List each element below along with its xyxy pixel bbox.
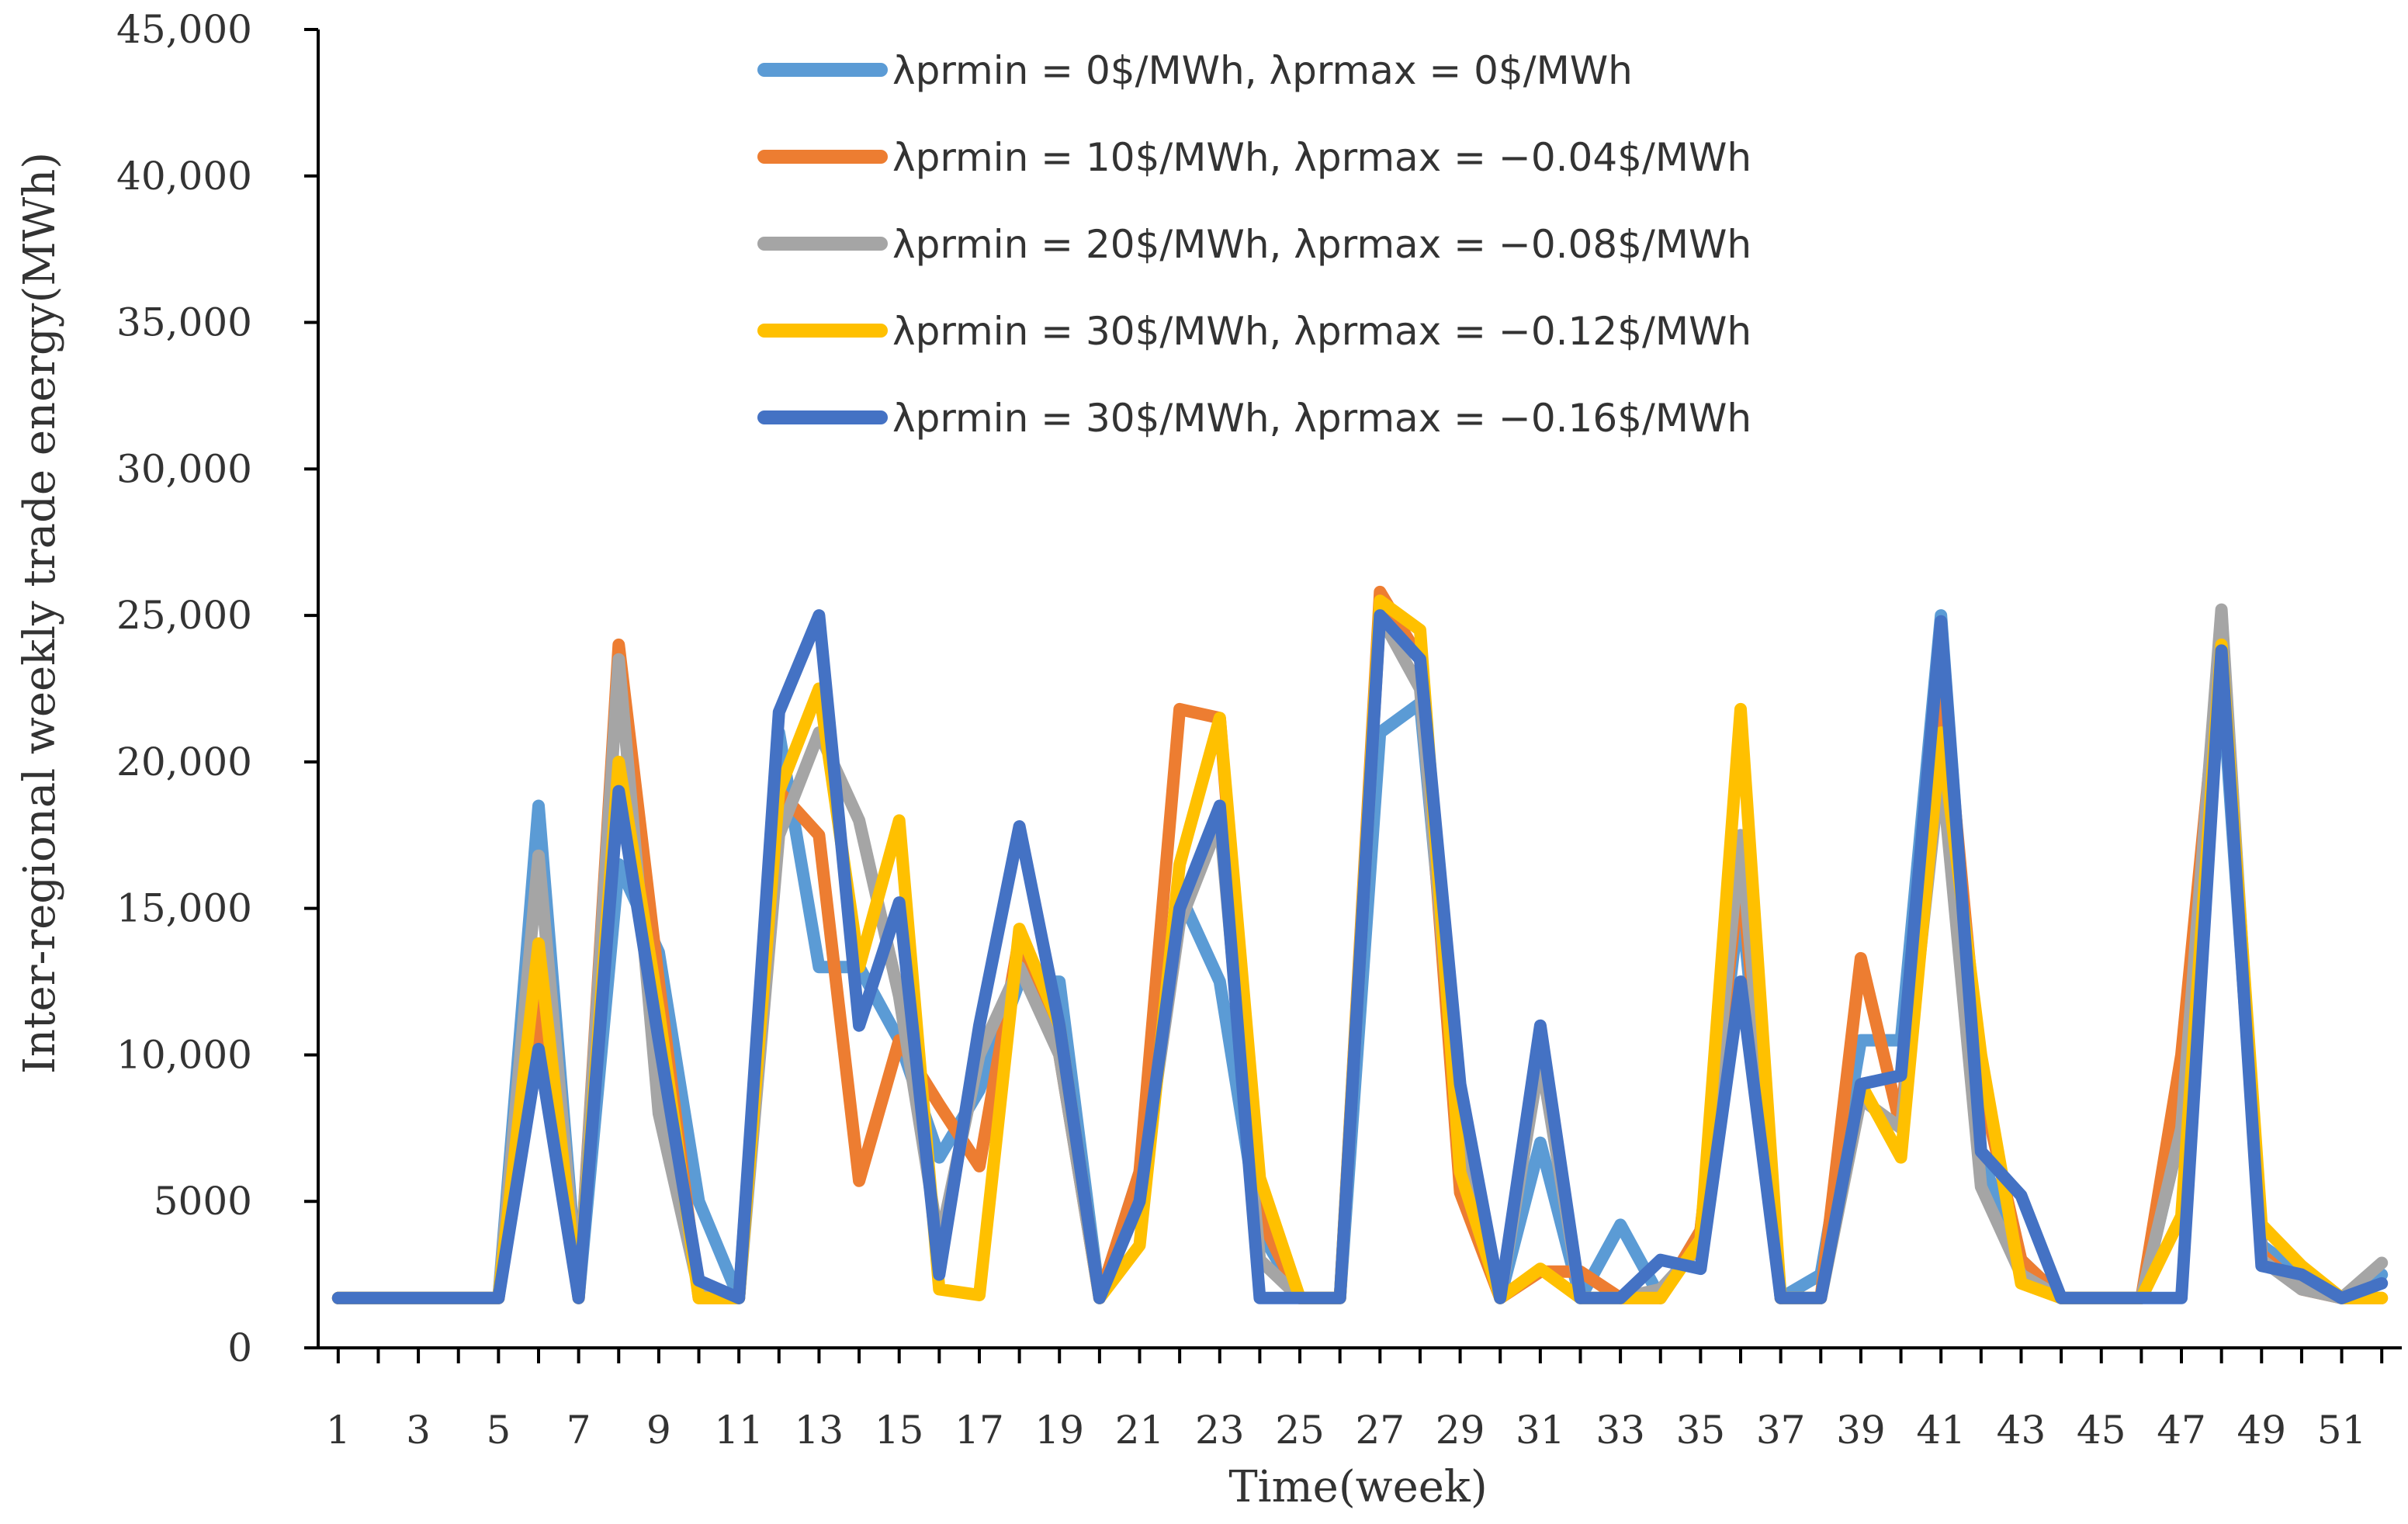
x-tick-label: 13 [795, 1408, 844, 1453]
y-axis-title: Inter-regional weekly trade energy(MWh) [15, 152, 65, 1074]
x-tick-label: 39 [1836, 1408, 1886, 1453]
x-tick-label: 23 [1195, 1408, 1245, 1453]
x-tick-label: 33 [1596, 1408, 1645, 1453]
legend: λprmin = 0$/MWh, λprmax = 0$/MWh λprmin =… [757, 48, 1751, 441]
x-tick-label: 5 [486, 1408, 511, 1453]
x-tick-label: 11 [714, 1408, 764, 1453]
x-tick-label: 51 [2317, 1408, 2367, 1453]
x-tick-label: 31 [1516, 1408, 1565, 1453]
x-tick-label: 41 [1916, 1408, 1966, 1453]
legend-label-2: λprmin = 10$/MWh, λprmax = −0.04$/MWh [892, 135, 1751, 180]
x-tick-label: 25 [1275, 1408, 1325, 1453]
legend-label-3: λprmin = 20$/MWh, λprmax = −0.08$/MWh [892, 222, 1751, 267]
x-axis-title: Time(week) [1228, 1462, 1487, 1512]
series-line-5 [331, 609, 2389, 1304]
y-tick-label: 20,000 [116, 739, 252, 785]
x-tick-label: 35 [1676, 1408, 1726, 1453]
x-tick-label: 47 [2157, 1408, 2206, 1453]
legend-label-1: λprmin = 0$/MWh, λprmax = 0$/MWh [892, 48, 1633, 93]
x-tick-label: 7 [566, 1408, 591, 1453]
x-tick-label: 3 [406, 1408, 431, 1453]
x-tick-label: 15 [875, 1408, 924, 1453]
x-tick-label: 49 [2236, 1408, 2286, 1453]
x-tick-label: 17 [955, 1408, 1004, 1453]
x-tick-label: 43 [1997, 1408, 2046, 1453]
legend-label-4: λprmin = 30$/MWh, λprmax = −0.12$/MWh [892, 309, 1751, 354]
x-tick-label: 37 [1756, 1408, 1806, 1453]
x-tick-label: 9 [646, 1408, 671, 1453]
y-tick-label: 30,000 [116, 446, 252, 491]
y-tick-label: 10,000 [116, 1032, 252, 1077]
legend-label-5: λprmin = 30$/MWh, λprmax = −0.16$/MWh [892, 396, 1751, 441]
x-tick-label: 29 [1436, 1408, 1485, 1453]
y-tick-label: 45,000 [116, 7, 252, 52]
y-tick-label: 35,000 [116, 300, 252, 345]
y-tick-label: 25,000 [116, 593, 252, 638]
x-tick-label: 19 [1034, 1408, 1084, 1453]
x-tick-label: 21 [1115, 1408, 1165, 1453]
x-tick-label: 45 [2077, 1408, 2126, 1453]
y-tick-label: 5000 [154, 1179, 252, 1224]
plot-series [331, 585, 2389, 1304]
y-tick-label: 15,000 [116, 886, 252, 931]
y-tick-label: 0 [227, 1325, 252, 1370]
x-tick-label: 27 [1356, 1408, 1405, 1453]
x-tick-label: 1 [326, 1408, 351, 1453]
axes: 0 5000 10,000 15,000 20,000 25,000 30,000 35,00… [116, 7, 2402, 1453]
y-tick-label: 40,000 [116, 154, 252, 199]
